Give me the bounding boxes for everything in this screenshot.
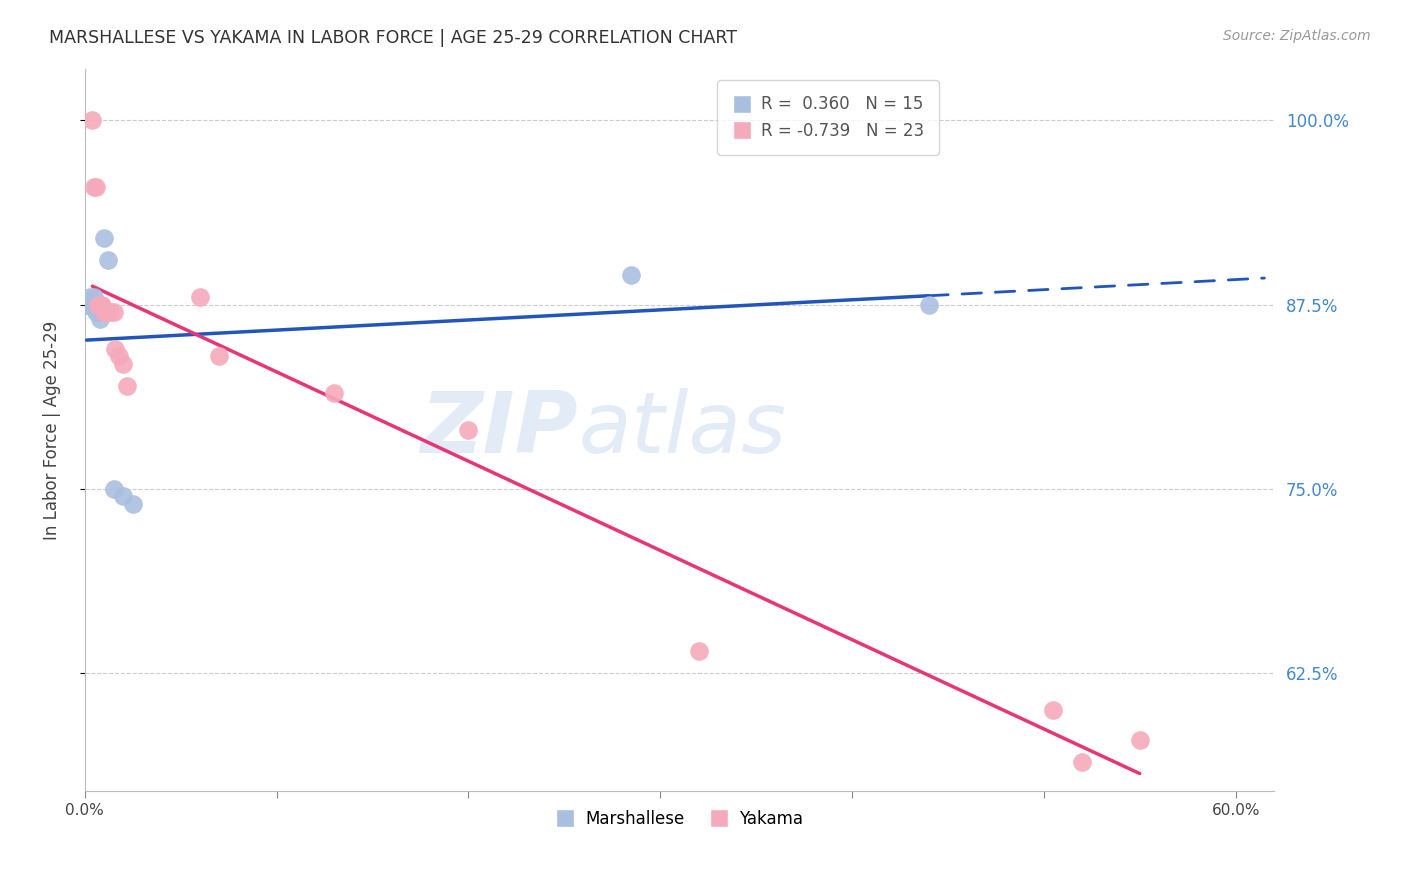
Point <box>84 305 107 319</box>
Text: Source: ZipAtlas.com: Source: ZipAtlas.com <box>1223 29 1371 43</box>
Point <box>87 297 110 311</box>
Point <box>79 290 101 304</box>
Point <box>208 349 231 363</box>
Text: atlas: atlas <box>578 388 786 471</box>
Point <box>112 357 135 371</box>
Point <box>108 349 131 363</box>
Point <box>82 297 104 311</box>
Point <box>457 423 479 437</box>
Point <box>89 297 111 311</box>
Point <box>83 179 105 194</box>
Point <box>98 305 121 319</box>
Point <box>918 297 941 311</box>
Point <box>94 305 117 319</box>
Point <box>620 268 643 282</box>
Y-axis label: In Labor Force | Age 25-29: In Labor Force | Age 25-29 <box>44 320 60 540</box>
Point <box>93 231 115 245</box>
Point <box>77 297 100 311</box>
Point <box>83 290 105 304</box>
Point <box>93 305 115 319</box>
Point <box>97 253 120 268</box>
Point <box>82 113 104 128</box>
Point <box>103 482 125 496</box>
Point <box>91 297 114 311</box>
Point <box>84 179 107 194</box>
Point <box>1129 732 1152 747</box>
Point <box>103 305 125 319</box>
Point <box>97 305 120 319</box>
Point <box>87 305 110 319</box>
Point <box>104 342 127 356</box>
Point <box>112 489 135 503</box>
Point <box>1042 703 1064 717</box>
Point <box>121 497 143 511</box>
Point <box>323 386 346 401</box>
Point <box>89 312 111 326</box>
Text: MARSHALLESE VS YAKAMA IN LABOR FORCE | AGE 25-29 CORRELATION CHART: MARSHALLESE VS YAKAMA IN LABOR FORCE | A… <box>49 29 737 46</box>
Text: ZIP: ZIP <box>420 388 578 471</box>
Point <box>1071 755 1094 769</box>
Legend: Marshallese, Yakama: Marshallese, Yakama <box>548 804 810 835</box>
Point <box>76 297 98 311</box>
Point <box>188 290 211 304</box>
Point <box>115 378 138 392</box>
Point <box>688 644 710 658</box>
